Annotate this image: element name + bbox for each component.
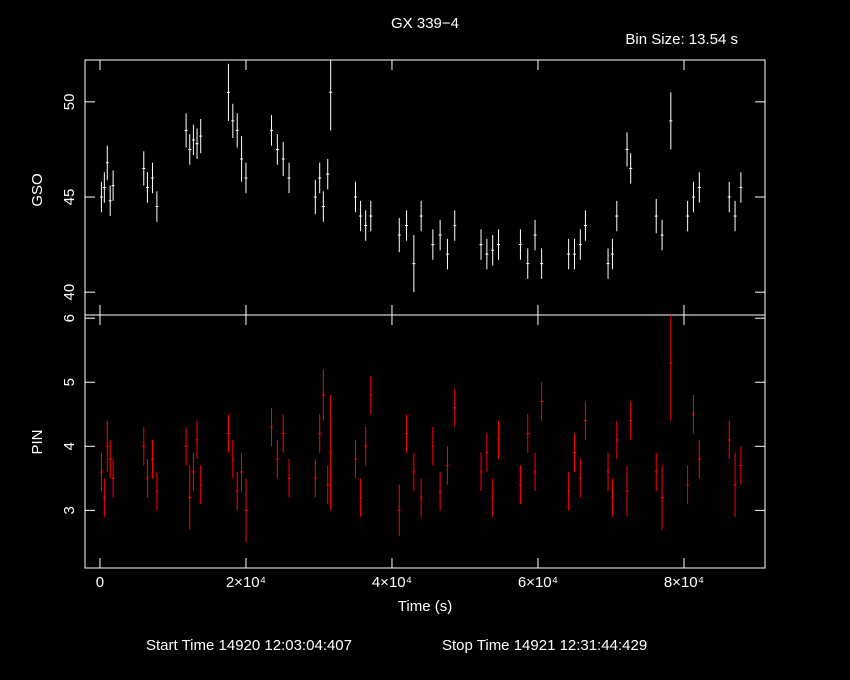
x-tick-label: 0 [96, 574, 104, 591]
x-axis-label: Time (s) [398, 598, 452, 615]
start-time: Start Time 14920 12:03:04:407 [146, 637, 352, 654]
x-tick-label: 6×10⁴ [518, 574, 558, 591]
y-tick-label: 5 [61, 378, 78, 386]
y-tick-label: 40 [61, 284, 78, 301]
bin-size: Bin Size: 13.54 s [625, 31, 738, 48]
y-axis-label: GSO [29, 173, 46, 206]
plot-frame [84, 314, 766, 569]
chart-title: GX 339−4 [391, 15, 459, 32]
x-tick-label: 2×10⁴ [226, 574, 266, 591]
y-tick-label: 3 [61, 506, 78, 514]
data-layer [99, 315, 743, 543]
stop-time: Stop Time 14921 12:31:44:429 [442, 637, 647, 654]
y-axis-label: PIN [29, 429, 46, 454]
data-layer [99, 60, 743, 293]
y-tick-label: 50 [61, 94, 78, 111]
x-tick-label: 8×10⁴ [664, 574, 704, 591]
y-tick-label: 4 [61, 442, 78, 450]
y-tick-label: 45 [61, 189, 78, 206]
x-tick-label: 4×10⁴ [372, 574, 412, 591]
y-tick-label: 6 [61, 314, 78, 322]
